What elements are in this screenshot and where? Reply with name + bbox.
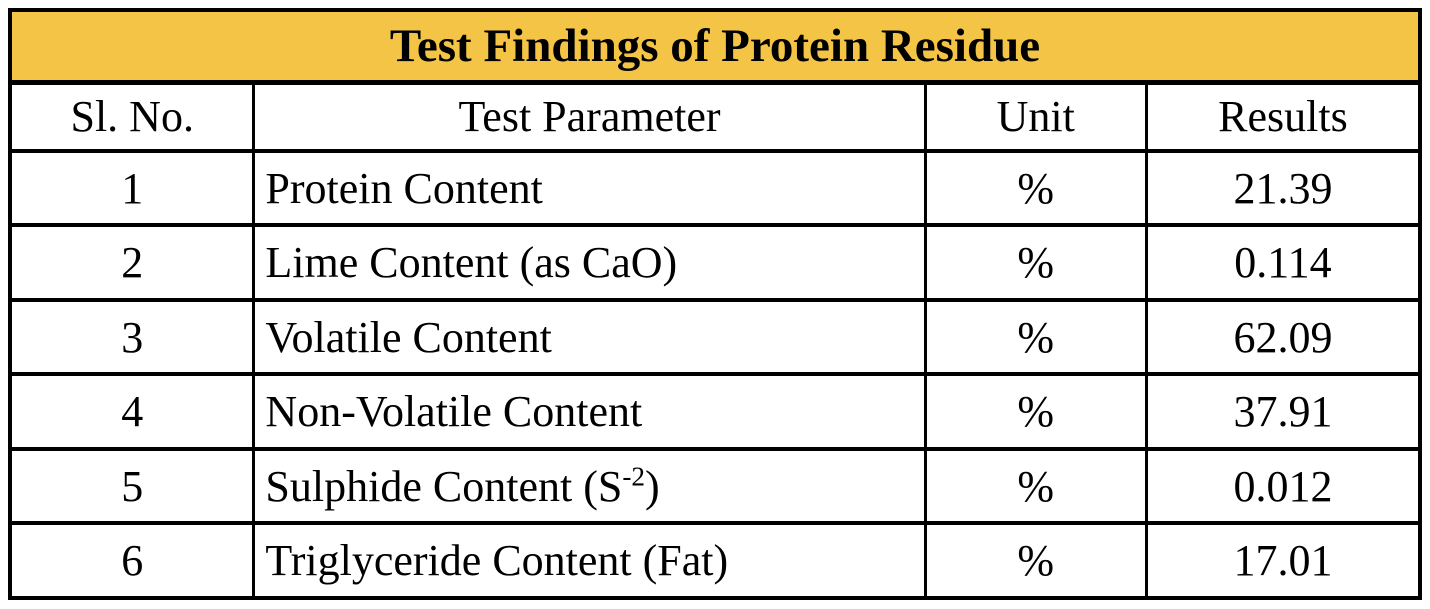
table-row: 3 Volatile Content % 62.09 (8, 297, 1422, 377)
cell-sl-no: 1 (8, 148, 256, 228)
param-text: Non-Volatile Content (265, 387, 643, 437)
header-sl-no: Sl. No. (8, 80, 256, 153)
param-text: Triglyceride Content (Fat) (265, 536, 729, 586)
cell-result: 21.39 (1144, 148, 1422, 228)
param-text: Lime Content (as CaO) (265, 238, 678, 288)
cell-unit: % (923, 446, 1148, 526)
cell-sl-no: 2 (8, 223, 256, 302)
table-title: Test Findings of Protein Residue (8, 8, 1422, 85)
cell-test-parameter: Non-Volatile Content (252, 372, 927, 451)
table-title-row: Test Findings of Protein Residue (8, 8, 1422, 85)
header-results: Results (1144, 80, 1422, 153)
cell-test-parameter: Lime Content (as CaO) (252, 223, 927, 302)
param-text: Protein Content (265, 163, 543, 213)
cell-unit: % (923, 521, 1148, 600)
cell-sl-no: 5 (8, 446, 256, 526)
table-header-row: Sl. No. Test Parameter Unit Results (8, 80, 1422, 153)
cell-test-parameter: Sulphide Content (S-2) (252, 446, 927, 526)
table-row: 6 Triglyceride Content (Fat) % 17.01 (8, 521, 1422, 600)
table-row: 4 Non-Volatile Content % 37.91 (8, 372, 1422, 451)
param-text: Volatile Content (265, 312, 552, 362)
table-row: 2 Lime Content (as CaO) % 0.114 (8, 223, 1422, 302)
cell-unit: % (923, 223, 1148, 302)
cell-unit: % (923, 297, 1148, 377)
cell-test-parameter: Triglyceride Content (Fat) (252, 521, 927, 600)
cell-result: 0.012 (1144, 446, 1422, 526)
header-unit: Unit (923, 80, 1148, 153)
cell-sl-no: 6 (8, 521, 256, 600)
cell-result: 62.09 (1144, 297, 1422, 377)
cell-test-parameter: Volatile Content (252, 297, 927, 377)
param-text: Sulphide Content (S (265, 461, 623, 511)
param-superscript: -2 (622, 461, 646, 491)
cell-test-parameter: Protein Content (252, 148, 927, 228)
param-text-post: ) (645, 461, 660, 511)
cell-unit: % (923, 148, 1148, 228)
cell-result: 0.114 (1144, 223, 1422, 302)
cell-result: 37.91 (1144, 372, 1422, 451)
header-test-parameter: Test Parameter (252, 80, 927, 153)
cell-unit: % (923, 372, 1148, 451)
table-row: 1 Protein Content % 21.39 (8, 148, 1422, 228)
test-findings-table: Test Findings of Protein Residue Sl. No.… (8, 8, 1422, 600)
cell-sl-no: 3 (8, 297, 256, 377)
cell-result: 17.01 (1144, 521, 1422, 600)
cell-sl-no: 4 (8, 372, 256, 451)
table-row: 5 Sulphide Content (S-2) % 0.012 (8, 446, 1422, 526)
